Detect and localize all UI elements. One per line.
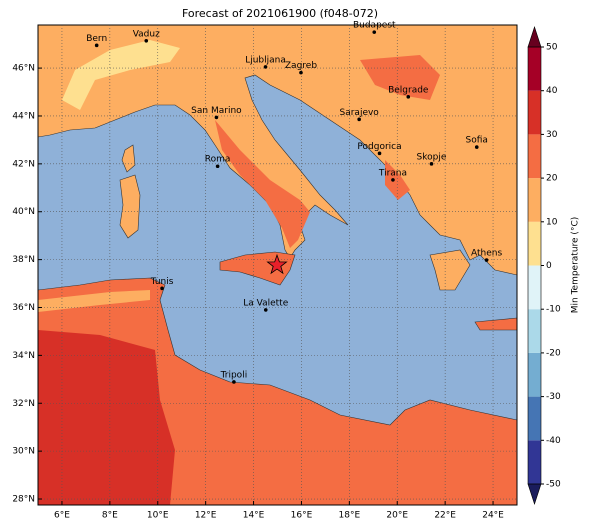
city-label: Athens xyxy=(471,249,502,259)
land-crete xyxy=(474,317,517,331)
city-dot xyxy=(214,115,219,120)
y-tick-label: 36°N xyxy=(12,303,35,313)
y-tick-label: 30°N xyxy=(12,447,35,457)
warm-zone xyxy=(215,120,310,248)
colorbar-bin xyxy=(528,134,541,179)
warm-zone xyxy=(385,160,410,200)
x-tick-label: 8°E xyxy=(102,511,118,521)
colorbar-extend xyxy=(527,483,542,505)
city-dot xyxy=(474,145,479,149)
colorbar-bin xyxy=(528,178,541,222)
city-dot xyxy=(263,308,268,312)
city-label: Belgrade xyxy=(388,85,429,95)
city-dot xyxy=(232,380,236,384)
colorbar-bin xyxy=(528,396,541,441)
colorbar-tick-label: -10 xyxy=(546,305,561,315)
city-dot xyxy=(372,30,377,34)
city-dot xyxy=(144,39,149,43)
city-label: Sofia xyxy=(466,136,488,146)
city-label: Roma xyxy=(205,155,231,165)
colorbar-tick-label: 40 xyxy=(546,86,558,96)
city-label: Podgorica xyxy=(357,142,401,152)
colorbar-bin xyxy=(528,221,541,266)
x-tick-label: 16°E xyxy=(291,511,313,521)
y-tick-label: 46°N xyxy=(12,64,35,74)
colorbar-tick-label: -50 xyxy=(546,480,561,490)
land-peloponnese xyxy=(429,249,471,291)
city-dot xyxy=(484,258,489,262)
x-tick-label: 14°E xyxy=(243,511,265,521)
city-label: Tripoli xyxy=(220,370,248,380)
colorbar-bin xyxy=(528,265,541,310)
map-frame xyxy=(37,24,518,506)
y-tick-label: 32°N xyxy=(12,399,35,409)
city-dot xyxy=(406,95,411,99)
x-tick-label: 12°E xyxy=(195,511,217,521)
city-label: Tirana xyxy=(378,168,407,178)
warm-zone xyxy=(38,290,150,312)
colorbar-tick-label: -20 xyxy=(546,348,561,358)
colorbar-tick-label: 10 xyxy=(546,217,558,227)
x-tick-label: 6°E xyxy=(54,511,70,521)
city-label: Ljubljana xyxy=(245,55,286,65)
y-tick-label: 42°N xyxy=(12,159,35,169)
city-dot xyxy=(429,162,434,166)
warm-zone xyxy=(360,55,440,100)
city-label: Bern xyxy=(86,34,107,44)
city-dot xyxy=(215,164,220,169)
colorbar-bin xyxy=(528,352,541,397)
y-tick-label: 34°N xyxy=(12,351,35,361)
forecast-point xyxy=(266,253,288,275)
colorbar-tick-label: -40 xyxy=(546,436,561,446)
city-dot xyxy=(377,151,382,156)
city-label: Tunis xyxy=(150,277,174,287)
city-label: Skopje xyxy=(417,152,447,162)
colorbar-bin xyxy=(528,90,541,135)
y-tick-label: 38°N xyxy=(12,255,35,265)
hot-zone xyxy=(38,330,175,505)
city-label: Budapest xyxy=(353,21,396,31)
colorbar-label: Min Temperature (°C) xyxy=(571,217,581,314)
colorbar-extend xyxy=(527,26,542,48)
colorbar-bin xyxy=(528,440,541,484)
colorbar-tick-label: 30 xyxy=(546,130,558,140)
city-label: Vaduz xyxy=(133,29,160,39)
map-title: Forecast of 2021061900 (f048-072) xyxy=(182,7,378,20)
city-label: Zagreb xyxy=(285,61,317,71)
colorbar-bin xyxy=(528,309,541,353)
city-dot xyxy=(391,178,395,182)
city-dot xyxy=(94,43,99,48)
y-tick-label: 28°N xyxy=(12,495,35,505)
city-dot xyxy=(357,117,361,122)
x-tick-label: 18°E xyxy=(339,511,361,521)
city-dot xyxy=(160,286,164,291)
colorbar-tick-label: 50 xyxy=(546,43,558,53)
x-tick-label: 20°E xyxy=(386,511,408,521)
colorbar-bin xyxy=(528,47,541,91)
city-label: La Valette xyxy=(243,298,288,308)
y-tick-label: 40°N xyxy=(12,207,35,217)
colorbar-tick-label: -30 xyxy=(546,392,561,402)
colorbar-tick-label: 0 xyxy=(546,261,552,271)
cool-zone xyxy=(62,40,180,110)
city-label: San Marino xyxy=(191,106,242,116)
city-dot xyxy=(299,70,303,75)
x-tick-label: 24°E xyxy=(482,511,504,521)
y-tick-label: 44°N xyxy=(12,111,35,121)
city-dot xyxy=(263,65,268,69)
x-tick-label: 10°E xyxy=(147,511,169,521)
city-label: Sarajevo xyxy=(340,108,380,118)
x-tick-label: 22°E xyxy=(434,511,456,521)
land-corsica xyxy=(121,144,136,173)
land-sardinia xyxy=(119,174,141,239)
colorbar-tick-label: 20 xyxy=(546,174,558,184)
